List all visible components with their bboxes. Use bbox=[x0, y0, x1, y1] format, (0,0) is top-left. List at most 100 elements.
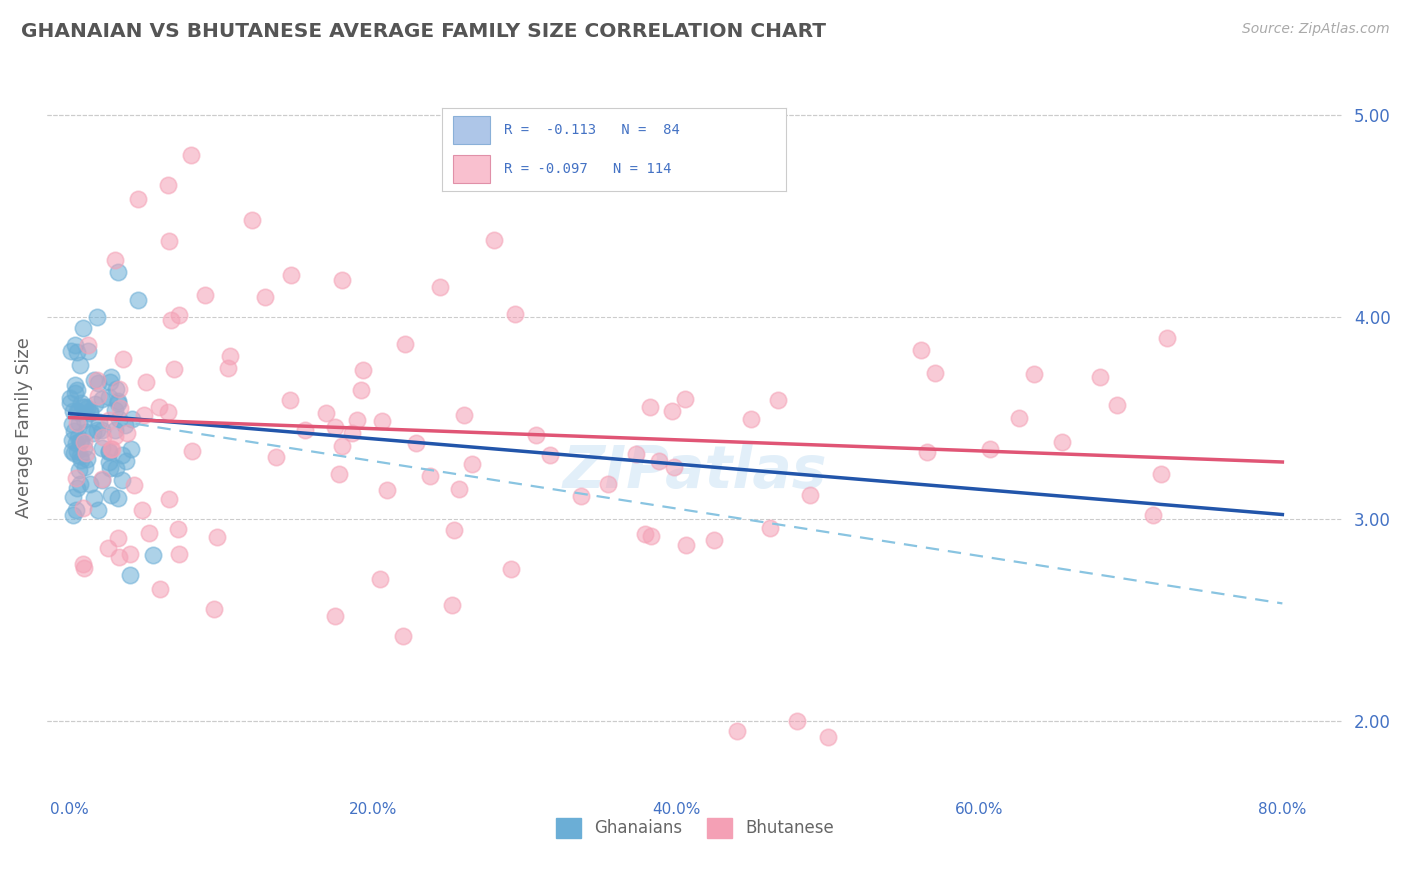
Point bbox=[73, 434, 96, 449]
Point bbox=[91, 423, 114, 437]
Point bbox=[325, 419, 347, 434]
Text: Source: ZipAtlas.com: Source: ZipAtlas.com bbox=[1241, 22, 1389, 37]
Point bbox=[405, 435, 427, 450]
Point bbox=[59, 391, 82, 405]
Point bbox=[264, 450, 287, 464]
Point bbox=[75, 400, 97, 414]
Point bbox=[253, 290, 276, 304]
Point bbox=[73, 441, 96, 455]
Point bbox=[817, 730, 839, 744]
Point bbox=[503, 308, 526, 322]
Point bbox=[661, 404, 683, 418]
Point bbox=[740, 412, 762, 426]
Point bbox=[69, 434, 91, 448]
Point bbox=[142, 548, 165, 562]
Point bbox=[93, 430, 115, 444]
Point bbox=[86, 389, 108, 403]
Point bbox=[63, 386, 86, 401]
Point bbox=[66, 444, 89, 458]
Point bbox=[59, 344, 82, 359]
Point bbox=[1107, 398, 1129, 412]
Point bbox=[1142, 508, 1164, 522]
Point bbox=[124, 478, 146, 492]
Point bbox=[368, 572, 391, 586]
Point bbox=[90, 392, 112, 407]
Point bbox=[76, 338, 98, 352]
Point bbox=[118, 547, 141, 561]
Point bbox=[98, 461, 121, 475]
Point bbox=[105, 461, 128, 475]
Point bbox=[65, 436, 87, 450]
Point bbox=[280, 268, 302, 283]
Point bbox=[72, 321, 94, 335]
Point bbox=[107, 382, 129, 396]
Point bbox=[482, 233, 505, 247]
Point bbox=[67, 405, 90, 419]
Point bbox=[217, 361, 239, 376]
Point bbox=[157, 234, 180, 248]
Point bbox=[98, 444, 121, 458]
Point bbox=[101, 442, 124, 456]
Point bbox=[453, 408, 475, 422]
Point bbox=[79, 406, 101, 420]
Point bbox=[115, 425, 138, 440]
Y-axis label: Average Family Size: Average Family Size bbox=[15, 337, 32, 518]
Point bbox=[163, 361, 186, 376]
Point bbox=[157, 491, 180, 506]
Point bbox=[86, 310, 108, 324]
Point bbox=[350, 384, 373, 398]
Point bbox=[156, 404, 179, 418]
Point bbox=[90, 472, 112, 486]
Point bbox=[640, 400, 662, 414]
Point bbox=[278, 393, 301, 408]
Point bbox=[160, 313, 183, 327]
Point bbox=[72, 501, 94, 516]
Point bbox=[83, 397, 105, 411]
Point bbox=[499, 562, 522, 576]
Point bbox=[429, 279, 451, 293]
Point bbox=[86, 373, 108, 387]
Point bbox=[340, 426, 363, 441]
Point bbox=[370, 414, 392, 428]
Point bbox=[194, 288, 217, 302]
Point bbox=[924, 366, 946, 380]
Point bbox=[73, 412, 96, 426]
Point bbox=[100, 376, 122, 390]
Point bbox=[1022, 368, 1045, 382]
Point bbox=[86, 424, 108, 438]
Point bbox=[121, 412, 143, 426]
Point bbox=[419, 468, 441, 483]
Point bbox=[167, 309, 190, 323]
Point bbox=[70, 396, 93, 410]
Point bbox=[440, 598, 463, 612]
Point bbox=[107, 265, 129, 279]
Point bbox=[1090, 370, 1112, 384]
Point bbox=[157, 178, 180, 193]
Point bbox=[66, 345, 89, 359]
Point bbox=[626, 446, 648, 460]
Point bbox=[104, 402, 127, 417]
Point bbox=[104, 429, 127, 443]
Point bbox=[703, 533, 725, 547]
Point bbox=[60, 417, 83, 431]
Point bbox=[111, 473, 134, 487]
Point bbox=[346, 413, 368, 427]
Point bbox=[135, 376, 157, 390]
Point bbox=[72, 558, 94, 572]
Point bbox=[108, 550, 131, 565]
Point bbox=[79, 404, 101, 418]
Point bbox=[294, 423, 316, 437]
Point bbox=[63, 446, 86, 460]
Point bbox=[332, 273, 354, 287]
Point bbox=[127, 293, 149, 308]
Point bbox=[461, 458, 484, 472]
Point bbox=[97, 390, 120, 404]
Point bbox=[127, 193, 149, 207]
Point bbox=[240, 212, 263, 227]
Point bbox=[59, 396, 82, 410]
Point bbox=[76, 452, 98, 467]
Point bbox=[75, 446, 97, 460]
Point bbox=[662, 459, 685, 474]
Point bbox=[115, 454, 138, 468]
Point bbox=[104, 423, 127, 437]
